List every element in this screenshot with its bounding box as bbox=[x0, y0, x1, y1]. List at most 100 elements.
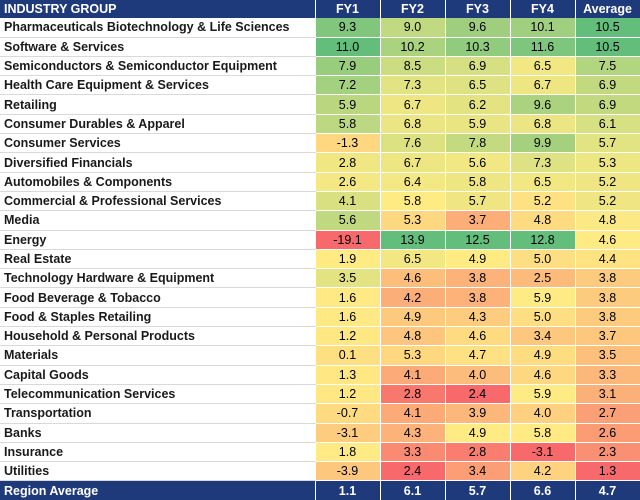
industry-name: Technology Hardware & Equipment bbox=[0, 268, 316, 289]
cell-fy1: -3.1 bbox=[315, 423, 381, 443]
cell-fy4: 4.9 bbox=[510, 345, 576, 366]
cell-fy3: 6.2 bbox=[445, 94, 511, 115]
cell-fy1: 0.1 bbox=[315, 345, 381, 366]
cell-fy2: 4.2 bbox=[380, 287, 446, 308]
cell-fy3: 3.4 bbox=[445, 461, 511, 482]
cell-fy2: 6.4 bbox=[380, 172, 446, 192]
table-row: Consumer Durables & Apparel 5.8 6.8 5.9 6.8 6… bbox=[0, 114, 640, 135]
cell-fy2: 8.5 bbox=[380, 56, 446, 77]
cell-fy4: 6.5 bbox=[510, 172, 576, 192]
cell-fy2: 7.6 bbox=[380, 133, 446, 154]
table-row: Consumer Services -1.3 7.6 7.8 9.9 5.7 bbox=[0, 133, 640, 154]
table-row: Transportation -0.7 4.1 3.9 4.0 2.7 bbox=[0, 403, 640, 424]
cell-fy2: 5.3 bbox=[380, 345, 446, 366]
cell-fy4: 5.2 bbox=[510, 191, 576, 212]
cell-average: 6.1 bbox=[575, 114, 640, 135]
cell-average: 4.8 bbox=[575, 210, 640, 231]
cell-fy2: 6.5 bbox=[380, 249, 446, 270]
cell-average: 3.8 bbox=[575, 307, 640, 328]
region-average-fy2: 6.1 bbox=[380, 480, 446, 500]
cell-fy3: 12.5 bbox=[445, 230, 511, 250]
cell-fy1: 5.8 bbox=[315, 114, 381, 135]
table-row: Energy -19.1 13.9 12.5 12.8 4.6 bbox=[0, 230, 640, 250]
industry-name: Transportation bbox=[0, 403, 316, 424]
column-header-fy2: FY2 bbox=[380, 0, 446, 19]
industry-name: Energy bbox=[0, 230, 316, 250]
industry-name: Retailing bbox=[0, 94, 316, 115]
cell-fy4: 5.9 bbox=[510, 384, 576, 405]
industry-name: Diversified Financials bbox=[0, 152, 316, 173]
cell-fy4: 9.9 bbox=[510, 133, 576, 154]
cell-fy2: 6.7 bbox=[380, 94, 446, 115]
cell-fy3: 5.6 bbox=[445, 152, 511, 173]
table-row: Media 5.6 5.3 3.7 4.8 4.8 bbox=[0, 210, 640, 231]
cell-fy4: 10.1 bbox=[510, 18, 576, 38]
cell-fy2: 4.1 bbox=[380, 365, 446, 385]
cell-fy2: 5.8 bbox=[380, 191, 446, 212]
cell-average: 5.2 bbox=[575, 191, 640, 212]
table-row: Semiconductors & Semiconductor Equipment… bbox=[0, 56, 640, 77]
industry-name: Capital Goods bbox=[0, 365, 316, 385]
cell-average: 3.1 bbox=[575, 384, 640, 405]
cell-fy3: 4.9 bbox=[445, 423, 511, 443]
cell-average: 6.9 bbox=[575, 94, 640, 115]
industry-name: Media bbox=[0, 210, 316, 231]
cell-average: 2.6 bbox=[575, 423, 640, 443]
cell-fy1: -3.9 bbox=[315, 461, 381, 482]
cell-fy2: 9.0 bbox=[380, 18, 446, 38]
cell-fy1: 4.1 bbox=[315, 191, 381, 212]
industry-name: Real Estate bbox=[0, 249, 316, 270]
cell-fy3: 10.3 bbox=[445, 37, 511, 57]
industry-name: Utilities bbox=[0, 461, 316, 482]
cell-fy4: 4.2 bbox=[510, 461, 576, 482]
table-row: Banks -3.1 4.3 4.9 5.8 2.6 bbox=[0, 423, 640, 443]
industry-name: Materials bbox=[0, 345, 316, 366]
table-row: Food Beverage & Tobacco 1.6 4.2 3.8 5.9 3.8 bbox=[0, 287, 640, 308]
cell-fy4: 5.0 bbox=[510, 249, 576, 270]
cell-fy4: 9.6 bbox=[510, 94, 576, 115]
cell-fy3: 3.8 bbox=[445, 268, 511, 289]
cell-fy2: 6.7 bbox=[380, 152, 446, 173]
cell-fy4: 7.3 bbox=[510, 152, 576, 173]
cell-fy4: 12.8 bbox=[510, 230, 576, 250]
cell-fy1: 1.9 bbox=[315, 249, 381, 270]
table-row: Real Estate 1.9 6.5 4.9 5.0 4.4 bbox=[0, 249, 640, 270]
region-average-label: Region Average bbox=[0, 480, 316, 500]
industry-name: Insurance bbox=[0, 442, 316, 463]
industry-name: Pharmaceuticals Biotechnology & Life Sci… bbox=[0, 18, 316, 38]
cell-fy4: 11.6 bbox=[510, 37, 576, 57]
table-row: Commercial & Professional Services 4.1 5.8… bbox=[0, 191, 640, 212]
cell-fy3: 4.0 bbox=[445, 365, 511, 385]
region-average-avg: 4.7 bbox=[575, 480, 640, 500]
cell-average: 2.3 bbox=[575, 442, 640, 463]
cell-fy4: 4.6 bbox=[510, 365, 576, 385]
cell-average: 1.3 bbox=[575, 461, 640, 482]
cell-fy1: -1.3 bbox=[315, 133, 381, 154]
cell-fy1: 5.9 bbox=[315, 94, 381, 115]
cell-fy2: 13.9 bbox=[380, 230, 446, 250]
table-row: Automobiles & Components 2.6 6.4 5.8 6.5 5.2 bbox=[0, 172, 640, 192]
industry-name: Banks bbox=[0, 423, 316, 443]
cell-fy2: 2.4 bbox=[380, 461, 446, 482]
cell-average: 3.7 bbox=[575, 326, 640, 347]
cell-fy3: 3.9 bbox=[445, 403, 511, 424]
cell-fy3: 2.4 bbox=[445, 384, 511, 405]
cell-fy4: 6.7 bbox=[510, 75, 576, 96]
cell-fy2: 4.1 bbox=[380, 403, 446, 424]
table-row: Food & Staples Retailing 1.6 4.9 4.3 5.0 3.8 bbox=[0, 307, 640, 328]
cell-fy3: 7.8 bbox=[445, 133, 511, 154]
industry-name: Software & Services bbox=[0, 37, 316, 57]
cell-fy3: 5.9 bbox=[445, 114, 511, 135]
cell-fy4: 2.5 bbox=[510, 268, 576, 289]
cell-fy4: 5.9 bbox=[510, 287, 576, 308]
industry-name: Commercial & Professional Services bbox=[0, 191, 316, 212]
cell-fy3: 4.9 bbox=[445, 249, 511, 270]
cell-fy2: 5.3 bbox=[380, 210, 446, 231]
cell-fy4: 5.0 bbox=[510, 307, 576, 328]
industry-name: Health Care Equipment & Services bbox=[0, 75, 316, 96]
cell-fy2: 6.8 bbox=[380, 114, 446, 135]
table-row: Software & Services 11.0 10.2 10.3 11.6 10.5 bbox=[0, 37, 640, 57]
table-row: Capital Goods 1.3 4.1 4.0 4.6 3.3 bbox=[0, 365, 640, 385]
cell-average: 3.3 bbox=[575, 365, 640, 385]
